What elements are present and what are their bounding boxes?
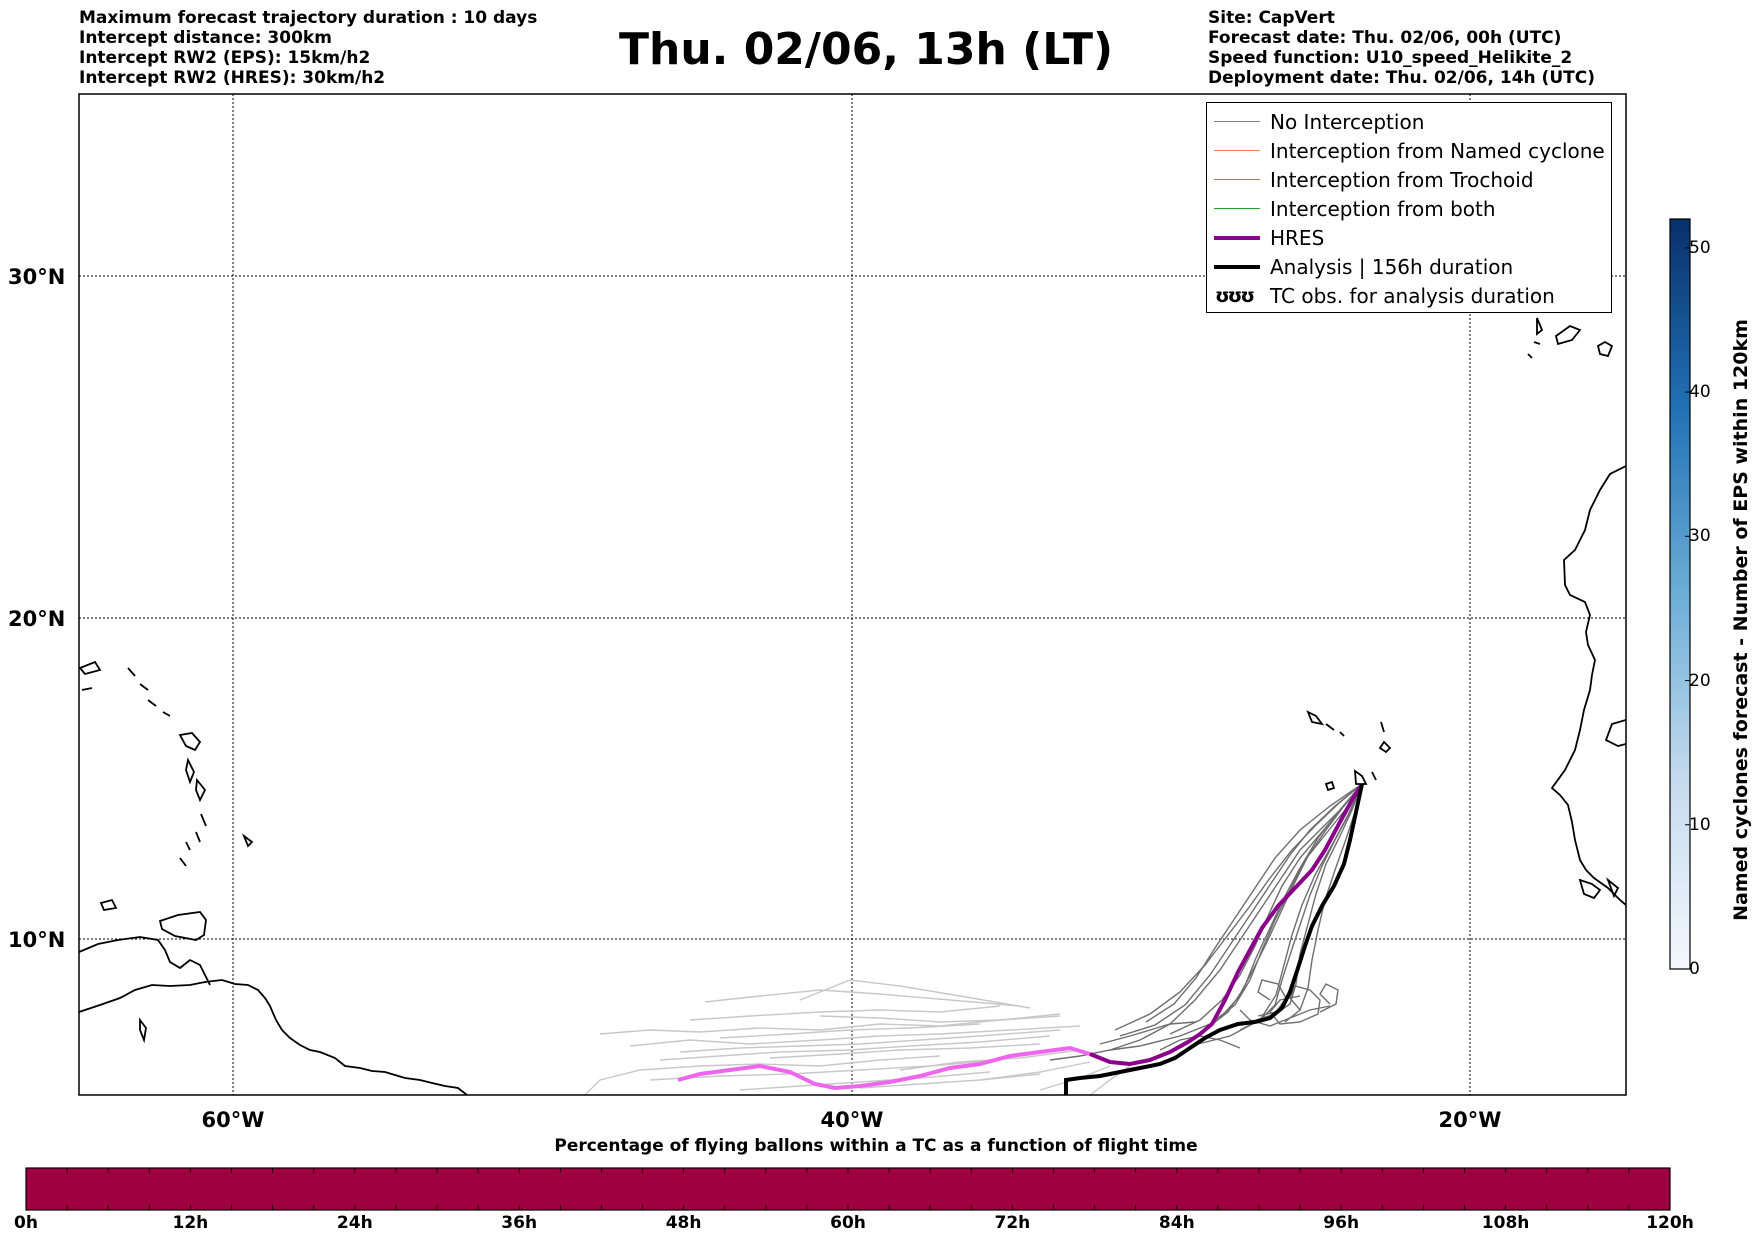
legend-label: Interception from both bbox=[1270, 196, 1496, 221]
bottom-colorbar-tick-label: 120h bbox=[1646, 1213, 1694, 1233]
legend-swatch bbox=[1214, 121, 1260, 122]
coastline-caribbean-islands bbox=[79, 660, 254, 1044]
bottom-colorbar-tick-label: 84h bbox=[1158, 1213, 1195, 1233]
bottom-colorbar-tick-label: 24h bbox=[336, 1213, 373, 1233]
map-frame bbox=[78, 93, 1627, 1096]
legend-label: HRES bbox=[1270, 225, 1325, 250]
legend-label: Interception from Named cyclone bbox=[1270, 138, 1605, 163]
legend-label: TC obs. for analysis duration bbox=[1270, 283, 1555, 308]
side-colorbar-tick-label: 50 bbox=[1689, 237, 1711, 258]
ensemble-tail-trajectories bbox=[584, 979, 1131, 1095]
bottom-colorbar-tick-label: 108h bbox=[1481, 1213, 1530, 1233]
side-colorbar bbox=[1669, 218, 1691, 970]
bottom-colorbar-tick-label: 12h bbox=[172, 1213, 209, 1233]
header-right-line: Deployment date: Thu. 02/06, 14h (UTC) bbox=[1208, 68, 1595, 88]
tc-obs-icon: ʊʊʊ bbox=[1215, 284, 1255, 307]
bottom-colorbar-tick-label: 0h bbox=[14, 1213, 38, 1233]
side-colorbar-tick-label: 10 bbox=[1689, 814, 1711, 835]
bottom-colorbar-tick-label: 96h bbox=[1323, 1213, 1360, 1233]
header-right-line: Site: CapVert bbox=[1208, 8, 1335, 28]
header-left: Maximum forecast trajectory duration : 1… bbox=[79, 8, 537, 88]
legend-swatch bbox=[1214, 179, 1260, 180]
coastline-africa bbox=[1550, 465, 1626, 906]
legend-swatch bbox=[1214, 265, 1260, 269]
side-colorbar-tick-label: 30 bbox=[1689, 526, 1711, 547]
coastlines bbox=[79, 317, 1626, 1095]
lon-label: 20°W bbox=[1439, 1108, 1502, 1132]
bottom-colorbar-fill bbox=[25, 1167, 1671, 1211]
header-right-line: Speed function: U10_speed_Helikite_2 bbox=[1208, 48, 1573, 68]
header-left-line: Intercept RW2 (EPS): 15km/h2 bbox=[79, 48, 371, 68]
header-right: Site: CapVert Forecast date: Thu. 02/06,… bbox=[1208, 8, 1595, 88]
coastline-venezuela-north bbox=[79, 936, 211, 986]
bottom-colorbar-tick-label: 60h bbox=[830, 1213, 866, 1233]
coastline-africa-west-bulge bbox=[1604, 719, 1626, 747]
map-legend: No Interception Interception from Named … bbox=[1206, 102, 1612, 313]
side-colorbar-tick-label: 40 bbox=[1689, 382, 1711, 403]
bottom-colorbar-tick-label: 72h bbox=[994, 1213, 1031, 1233]
page-title: Thu. 02/06, 13h (LT) bbox=[619, 24, 1114, 75]
header-left-line: Intercept RW2 (HRES): 30km/h2 bbox=[79, 68, 386, 88]
hres-trajectory-tail bbox=[677, 1045, 1091, 1091]
header-right-line: Forecast date: Thu. 02/06, 00h (UTC) bbox=[1208, 28, 1562, 48]
bottom-colorbar-title: Percentage of flying ballons within a TC… bbox=[554, 1136, 1198, 1156]
lat-label: 30°N bbox=[8, 265, 65, 289]
analysis-trajectory bbox=[1064, 783, 1364, 1095]
header-left-line: Maximum forecast trajectory duration : 1… bbox=[79, 8, 538, 28]
lon-label: 40°W bbox=[821, 1108, 884, 1132]
lon-axis-labels: 60°W 40°W 20°W bbox=[202, 1108, 1502, 1132]
header-left-line: Intercept distance: 300km bbox=[79, 28, 332, 48]
bottom-colorbar-tick-label: 36h bbox=[501, 1213, 538, 1233]
hres-trajectory bbox=[1089, 782, 1364, 1067]
coastline-canary-islands bbox=[1527, 317, 1614, 359]
bottom-colorbar-tick-label: 48h bbox=[665, 1213, 702, 1233]
coastline-cape-verde bbox=[1306, 710, 1392, 792]
legend-label: Analysis | 156h duration bbox=[1270, 254, 1514, 279]
lat-axis-labels: 30°N 20°N 10°N bbox=[8, 265, 65, 952]
coastline-trinidad bbox=[158, 911, 207, 941]
lon-label: 60°W bbox=[202, 1108, 265, 1132]
side-colorbar-label: Named cyclones forecast - Number of EPS … bbox=[1730, 319, 1752, 921]
legend-label: Interception from Trochoid bbox=[1270, 167, 1534, 192]
legend-swatch bbox=[1214, 208, 1260, 209]
side-colorbar-fill bbox=[1669, 218, 1691, 970]
side-colorbar-tick-label: 0 bbox=[1689, 959, 1700, 979]
lat-label: 10°N bbox=[8, 928, 65, 952]
side-colorbar-tick-label: 20 bbox=[1689, 670, 1711, 691]
lat-label: 20°N bbox=[8, 607, 65, 631]
legend-label: No Interception bbox=[1270, 109, 1425, 134]
bottom-colorbar bbox=[25, 1167, 1671, 1211]
coastline-guinea-islands bbox=[1578, 877, 1620, 900]
coastline-south-america bbox=[79, 979, 468, 1095]
legend-swatch bbox=[1214, 150, 1260, 151]
legend-swatch bbox=[1214, 236, 1260, 240]
